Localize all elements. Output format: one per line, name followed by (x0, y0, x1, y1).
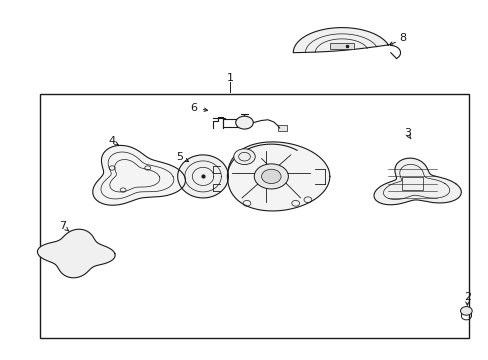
Text: 7: 7 (60, 221, 66, 230)
Text: 6: 6 (189, 103, 196, 113)
Circle shape (235, 116, 253, 129)
Polygon shape (227, 142, 329, 211)
Text: 8: 8 (399, 33, 406, 43)
Polygon shape (93, 145, 185, 205)
Polygon shape (37, 229, 115, 278)
Circle shape (254, 164, 288, 189)
Circle shape (233, 149, 255, 165)
Text: 2: 2 (463, 292, 470, 302)
Polygon shape (177, 155, 228, 198)
Text: 1: 1 (226, 73, 233, 83)
Bar (401, 177, 423, 190)
Bar (40, 94, 468, 338)
Text: 3: 3 (404, 128, 410, 138)
Circle shape (261, 169, 281, 184)
Text: 4: 4 (108, 136, 115, 146)
Bar (329, 42, 353, 49)
Text: 5: 5 (176, 152, 183, 162)
Polygon shape (293, 28, 387, 53)
Circle shape (460, 307, 471, 315)
Polygon shape (373, 158, 460, 205)
Bar (277, 125, 287, 131)
